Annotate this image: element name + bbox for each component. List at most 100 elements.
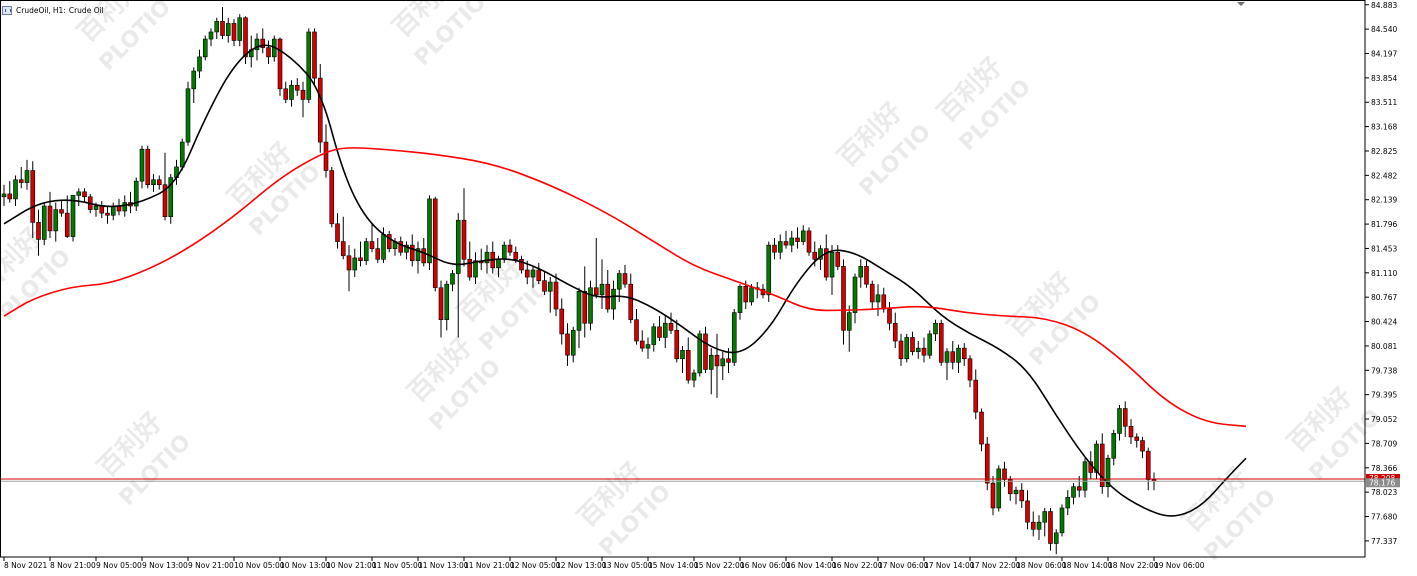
- bull-candle: [547, 281, 553, 292]
- price-axis[interactable]: 84.883 84.540 84.197 83.854 83.511 83.168 82.8…: [1365, 1, 1397, 546]
- y-tick-label: 82.482: [1371, 171, 1397, 180]
- bear-candle: [375, 248, 381, 260]
- x-tick-label: 10 Nov 21:00: [326, 561, 377, 570]
- timeframe-label: H1:: [52, 5, 66, 15]
- bear-candle: [559, 308, 565, 335]
- bear-candle: [1140, 440, 1145, 452]
- bear-candle: [467, 259, 473, 278]
- y-tick-label: 83.511: [1371, 98, 1397, 107]
- bull-candle: [225, 23, 231, 36]
- x-tick-label: 12 Nov 05:00: [510, 561, 561, 570]
- bull-candle: [214, 21, 220, 33]
- x-tick-label: 11 Nov 13:00: [418, 561, 469, 570]
- bear-candle: [1025, 500, 1030, 523]
- bear-candle: [421, 248, 427, 264]
- bull-candle: [76, 191, 82, 196]
- bull-candle: [501, 244, 507, 260]
- chart-window-icon[interactable]: [2, 5, 12, 15]
- bear-candle: [1128, 425, 1134, 438]
- bear-candle: [162, 184, 168, 217]
- bear-candle: [346, 255, 352, 271]
- bull-candle: [588, 287, 593, 324]
- bull-candle: [1071, 486, 1076, 498]
- y-tick-label: 79.052: [1371, 415, 1397, 424]
- bull-candle: [122, 202, 128, 212]
- bear-candle: [1048, 511, 1053, 544]
- bull-candle: [680, 349, 685, 360]
- y-tick-label: 80.081: [1371, 342, 1397, 351]
- bear-candle: [438, 287, 444, 321]
- y-tick-label: 84.540: [1371, 25, 1397, 34]
- x-tick-label: 8 Nov 21:00: [50, 561, 96, 570]
- bear-candle: [99, 205, 105, 214]
- bear-candle: [582, 290, 588, 324]
- bear-candle: [841, 266, 846, 331]
- chart-frame: [0, 0, 1366, 558]
- bear-candle: [266, 47, 271, 58]
- x-tick-label: 10 Nov 13:00: [280, 561, 331, 570]
- bull-candle: [1111, 433, 1117, 459]
- bull-candle: [1117, 408, 1122, 434]
- bear-candle: [887, 308, 892, 324]
- bear-candle: [277, 38, 283, 90]
- instrument-description: Crude Oil: [68, 5, 104, 15]
- bear-candle: [795, 237, 800, 242]
- bull-candle: [852, 276, 858, 313]
- bear-candle: [329, 170, 335, 225]
- x-tick-label: 15 Nov 14:00: [648, 561, 699, 570]
- time-axis[interactable]: 8 Nov 2021 8 Nov 21:00 9 Nov 05:00 9 Nov 13…: [3, 557, 1205, 570]
- bear-candle: [82, 191, 87, 198]
- bull-candle: [611, 288, 616, 310]
- bull-candle: [24, 170, 30, 183]
- plot-border: [0, 0, 1366, 558]
- bull-candle: [616, 273, 622, 290]
- bear-candle: [674, 330, 680, 360]
- bull-candle: [651, 326, 657, 345]
- y-tick-label: 78.023: [1371, 488, 1397, 497]
- bear-candle: [1099, 443, 1105, 487]
- bear-candle: [634, 319, 639, 342]
- bear-candle: [1145, 450, 1151, 480]
- bull-candle: [875, 294, 881, 303]
- bull-candle: [1042, 511, 1048, 523]
- x-tick-label: 17 Nov 22:00: [970, 561, 1021, 570]
- price-lines: [0, 478, 1365, 482]
- bear-candle: [398, 241, 404, 253]
- bull-candle: [202, 38, 208, 58]
- bull-candle: [1059, 507, 1065, 534]
- chart-shift-marker-icon[interactable]: [1237, 2, 1245, 6]
- bull-candle: [110, 205, 116, 216]
- y-tick-label: 84.883: [1371, 1, 1397, 10]
- bear-candle: [823, 248, 829, 278]
- bear-candle: [145, 148, 151, 186]
- bull-candle: [996, 468, 1002, 509]
- bull-candle: [289, 84, 294, 100]
- bear-candle: [772, 244, 777, 253]
- x-tick-label: 8 Nov 2021: [4, 561, 47, 570]
- slow-moving-average-line: [3, 147, 1247, 428]
- bear-candle: [973, 379, 979, 413]
- bear-candle: [409, 244, 415, 262]
- bear-candle: [726, 358, 731, 363]
- bear-candle: [921, 347, 927, 356]
- bear-candle: [703, 333, 708, 370]
- bear-candle: [243, 17, 248, 58]
- bear-candle: [220, 21, 225, 36]
- y-tick-label: 77.680: [1371, 513, 1397, 522]
- bull-candle: [70, 195, 76, 237]
- bull-candle: [1, 193, 7, 198]
- x-tick-label: 16 Nov 06:00: [740, 561, 791, 570]
- bear-candle: [1076, 486, 1082, 491]
- bear-candle: [743, 286, 749, 303]
- bear-candle: [938, 322, 944, 363]
- bull-candle: [720, 358, 726, 367]
- y-tick-label: 81.110: [1371, 269, 1397, 278]
- bull-candle: [691, 372, 697, 381]
- chart-header: CrudeOil, H1: Crude Oil: [2, 3, 104, 17]
- bear-candle: [513, 251, 519, 260]
- y-tick-label: 84.197: [1371, 49, 1397, 58]
- bear-candle: [340, 241, 346, 257]
- bull-candle: [737, 286, 743, 313]
